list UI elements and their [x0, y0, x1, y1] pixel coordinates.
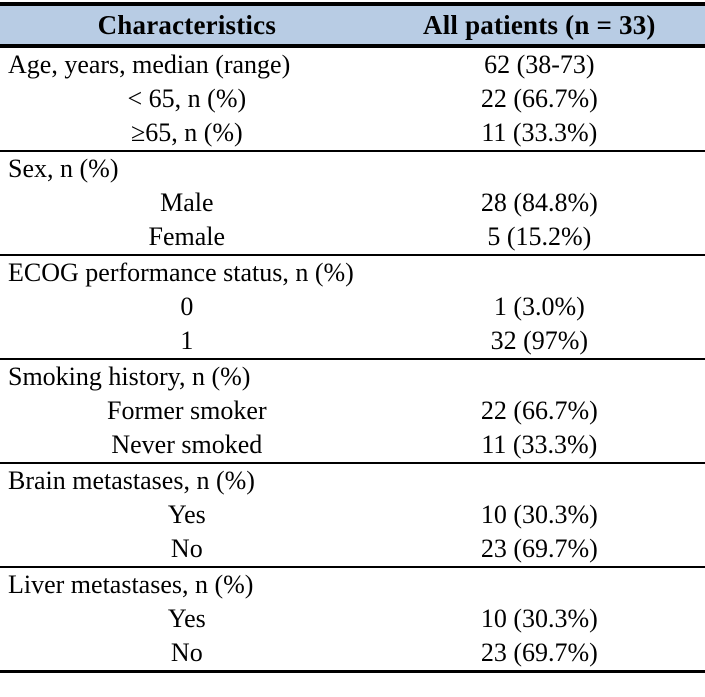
row-label: Smoking history, n (%)	[8, 362, 251, 391]
header-row: Characteristics All patients (n = 33)	[0, 4, 705, 46]
table-row: Female 5 (15.2%)	[0, 220, 705, 255]
table-row: Yes 10 (30.3%)	[0, 498, 705, 532]
row-label: Never smoked	[111, 430, 263, 459]
table-body: Age, years, median (range) 62 (38-73) < 65…	[0, 46, 705, 672]
table-row: ≥65, n (%) 11 (33.3%)	[0, 116, 705, 151]
row-label: Yes	[167, 500, 206, 529]
table-row: < 65, n (%) 22 (66.7%)	[0, 82, 705, 116]
row-label: ECOG performance status, n (%)	[8, 258, 354, 287]
row-label: Brain metastases, n (%)	[8, 466, 255, 495]
row-label: 0	[180, 292, 194, 321]
row-value: 1 (3.0%)	[493, 292, 585, 321]
row-value: 11 (33.3%)	[481, 430, 598, 459]
table-row: Brain metastases, n (%)	[0, 463, 705, 498]
table-row: Never smoked 11 (33.3%)	[0, 428, 705, 463]
table-row: No 23 (69.7%)	[0, 532, 705, 567]
table-row: Former smoker 22 (66.7%)	[0, 394, 705, 428]
row-value	[374, 359, 705, 394]
row-value: 62 (38-73)	[484, 50, 595, 79]
table-row: Yes 10 (30.3%)	[0, 602, 705, 636]
table-row: ECOG performance status, n (%)	[0, 255, 705, 290]
column-header-all-patients: All patients (n = 33)	[373, 4, 705, 46]
table-row: No 23 (69.7%)	[0, 636, 705, 672]
row-label: Liver metastases, n (%)	[8, 570, 254, 599]
row-label: ≥65, n (%)	[130, 118, 243, 147]
row-label: 1	[180, 326, 194, 355]
row-value	[374, 463, 705, 498]
row-value: 23 (69.7%)	[480, 638, 598, 667]
table-row: Male 28 (84.8%)	[0, 186, 705, 220]
row-value	[374, 567, 705, 602]
row-value: 32 (97%)	[490, 326, 589, 355]
table-row: Sex, n (%)	[0, 151, 705, 186]
patient-characteristics-table: Characteristics All patients (n = 33) Ag…	[0, 2, 705, 673]
row-label: < 65, n (%)	[127, 84, 247, 113]
table-row: Smoking history, n (%)	[0, 359, 705, 394]
patient-characteristics-table-container: Characteristics All patients (n = 33) Ag…	[0, 2, 705, 673]
row-value: 28 (84.8%)	[480, 188, 598, 217]
row-label: Sex, n (%)	[8, 154, 119, 183]
row-label: Former smoker	[107, 396, 267, 425]
table-header: Characteristics All patients (n = 33)	[0, 4, 705, 46]
row-value: 22 (66.7%)	[480, 396, 598, 425]
column-header-characteristics: Characteristics	[0, 4, 374, 46]
row-value: 22 (66.7%)	[480, 84, 598, 113]
row-value	[374, 255, 705, 290]
row-value: 11 (33.3%)	[481, 118, 598, 147]
row-value: 5 (15.2%)	[487, 222, 592, 251]
table-row: 1 32 (97%)	[0, 324, 705, 359]
row-label: Yes	[167, 604, 206, 633]
table-row: Age, years, median (range) 62 (38-73)	[0, 46, 705, 82]
row-label: No	[170, 534, 203, 563]
row-value: 10 (30.3%)	[480, 500, 598, 529]
table-row: Liver metastases, n (%)	[0, 567, 705, 602]
table-row: 0 1 (3.0%)	[0, 290, 705, 324]
row-value	[374, 151, 705, 186]
row-label: Male	[160, 188, 214, 217]
row-value: 23 (69.7%)	[480, 534, 598, 563]
row-value: 10 (30.3%)	[480, 604, 598, 633]
row-label: No	[170, 638, 203, 667]
row-label: Age, years, median (range)	[8, 50, 291, 79]
row-label: Female	[148, 222, 226, 251]
